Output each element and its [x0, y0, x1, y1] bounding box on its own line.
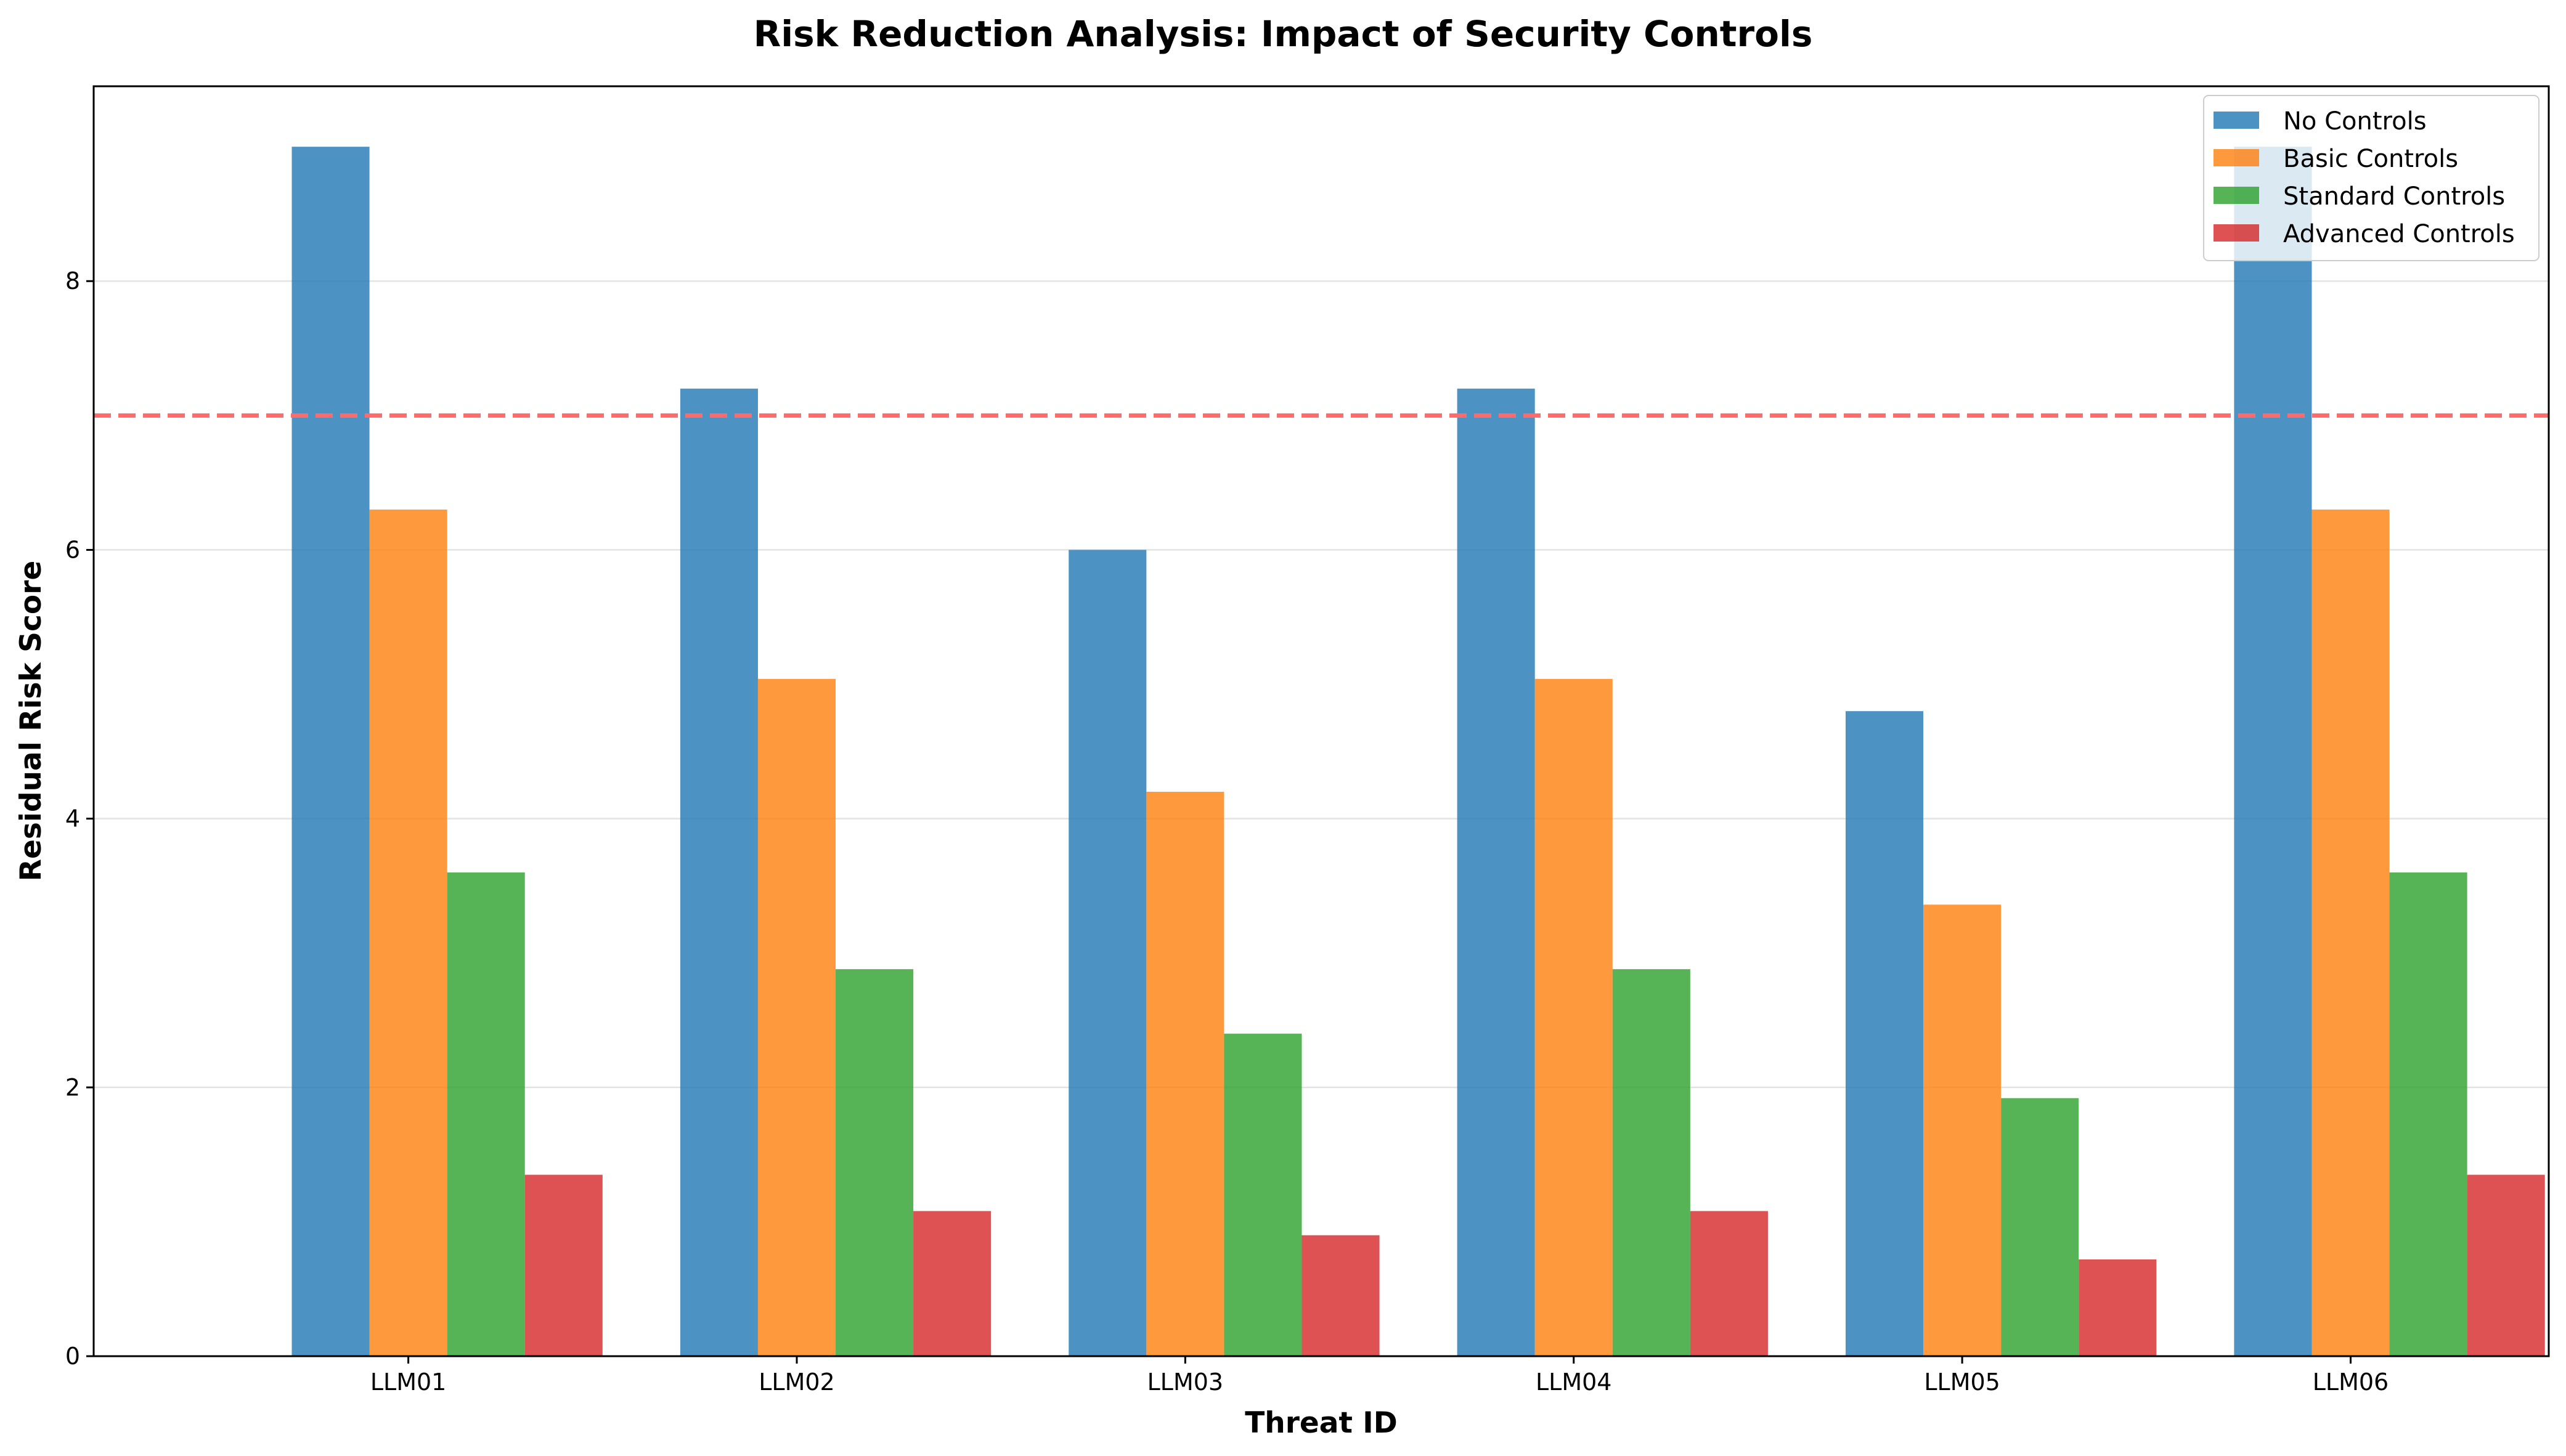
- y-tick-label: 2: [65, 1074, 80, 1101]
- legend: No Controls Basic Controls Standard Contro…: [2203, 95, 2540, 261]
- bar-advanced-controls-llm02: [913, 1211, 992, 1356]
- bar-basic-controls-llm05: [1923, 905, 2002, 1356]
- x-axis-ticks: LLM01 LLM02 LLM03 LLM04 LLM05 LLM06: [370, 1356, 2389, 1396]
- bar-advanced-controls-llm04: [1690, 1211, 1768, 1356]
- y-tick-label: 6: [65, 536, 80, 563]
- bar-standard-controls-llm06: [2389, 872, 2467, 1356]
- x-tick-label: LLM04: [1536, 1369, 1611, 1396]
- bar-basic-controls-llm01: [369, 510, 447, 1356]
- y-tick-label: 8: [65, 267, 80, 295]
- legend-label: Standard Controls: [2283, 182, 2505, 211]
- x-tick-label: LLM01: [370, 1369, 446, 1396]
- bar-no-controls-llm06: [2234, 147, 2312, 1357]
- bar-standard-controls-llm01: [447, 872, 525, 1356]
- x-tick-label: LLM03: [1147, 1369, 1223, 1396]
- bar-no-controls-llm02: [680, 388, 758, 1356]
- x-tick-label: LLM02: [759, 1369, 834, 1396]
- bar-standard-controls-llm02: [836, 969, 914, 1356]
- plot-frame: [92, 85, 2550, 1357]
- bar-advanced-controls-llm06: [2467, 1174, 2545, 1356]
- bar-standard-controls-llm05: [2001, 1098, 2079, 1356]
- legend-swatch: [2214, 187, 2259, 204]
- chart-title: Risk Reduction Analysis: Impact of Secur…: [754, 13, 1813, 55]
- bar-no-controls-llm04: [1457, 388, 1535, 1356]
- bar-no-controls-llm03: [1069, 550, 1147, 1356]
- y-axis-ticks: 0 2 4 6 8: [65, 267, 94, 1370]
- bar-basic-controls-llm02: [757, 678, 836, 1356]
- bar-advanced-controls-llm01: [524, 1174, 603, 1356]
- bar-no-controls-llm05: [1846, 711, 1924, 1356]
- bar-basic-controls-llm04: [1534, 678, 1613, 1356]
- y-tick-label: 4: [65, 805, 80, 832]
- bar-series: [291, 147, 2545, 1357]
- legend-label: Basic Controls: [2283, 145, 2458, 173]
- legend-label: No Controls: [2283, 107, 2427, 136]
- legend-frame: [2203, 95, 2540, 261]
- x-tick-label: LLM05: [1924, 1369, 2000, 1396]
- y-axis-title: Residual Risk Score: [14, 561, 48, 881]
- legend-label: Advanced Controls: [2283, 220, 2515, 248]
- bar-advanced-controls-llm05: [2079, 1259, 2157, 1356]
- bar-advanced-controls-llm03: [1301, 1235, 1380, 1356]
- legend-swatch: [2214, 112, 2259, 129]
- legend-swatch: [2214, 224, 2259, 242]
- legend-swatch: [2214, 149, 2259, 166]
- bar-basic-controls-llm06: [2311, 510, 2390, 1356]
- bar-standard-controls-llm04: [1612, 969, 1690, 1356]
- x-axis-title: Threat ID: [1245, 1406, 1398, 1440]
- bar-standard-controls-llm03: [1224, 1033, 1302, 1356]
- bar-basic-controls-llm03: [1146, 792, 1224, 1356]
- x-tick-label: LLM06: [2313, 1369, 2389, 1396]
- y-tick-label: 0: [65, 1343, 80, 1370]
- bar-no-controls-llm01: [291, 147, 370, 1357]
